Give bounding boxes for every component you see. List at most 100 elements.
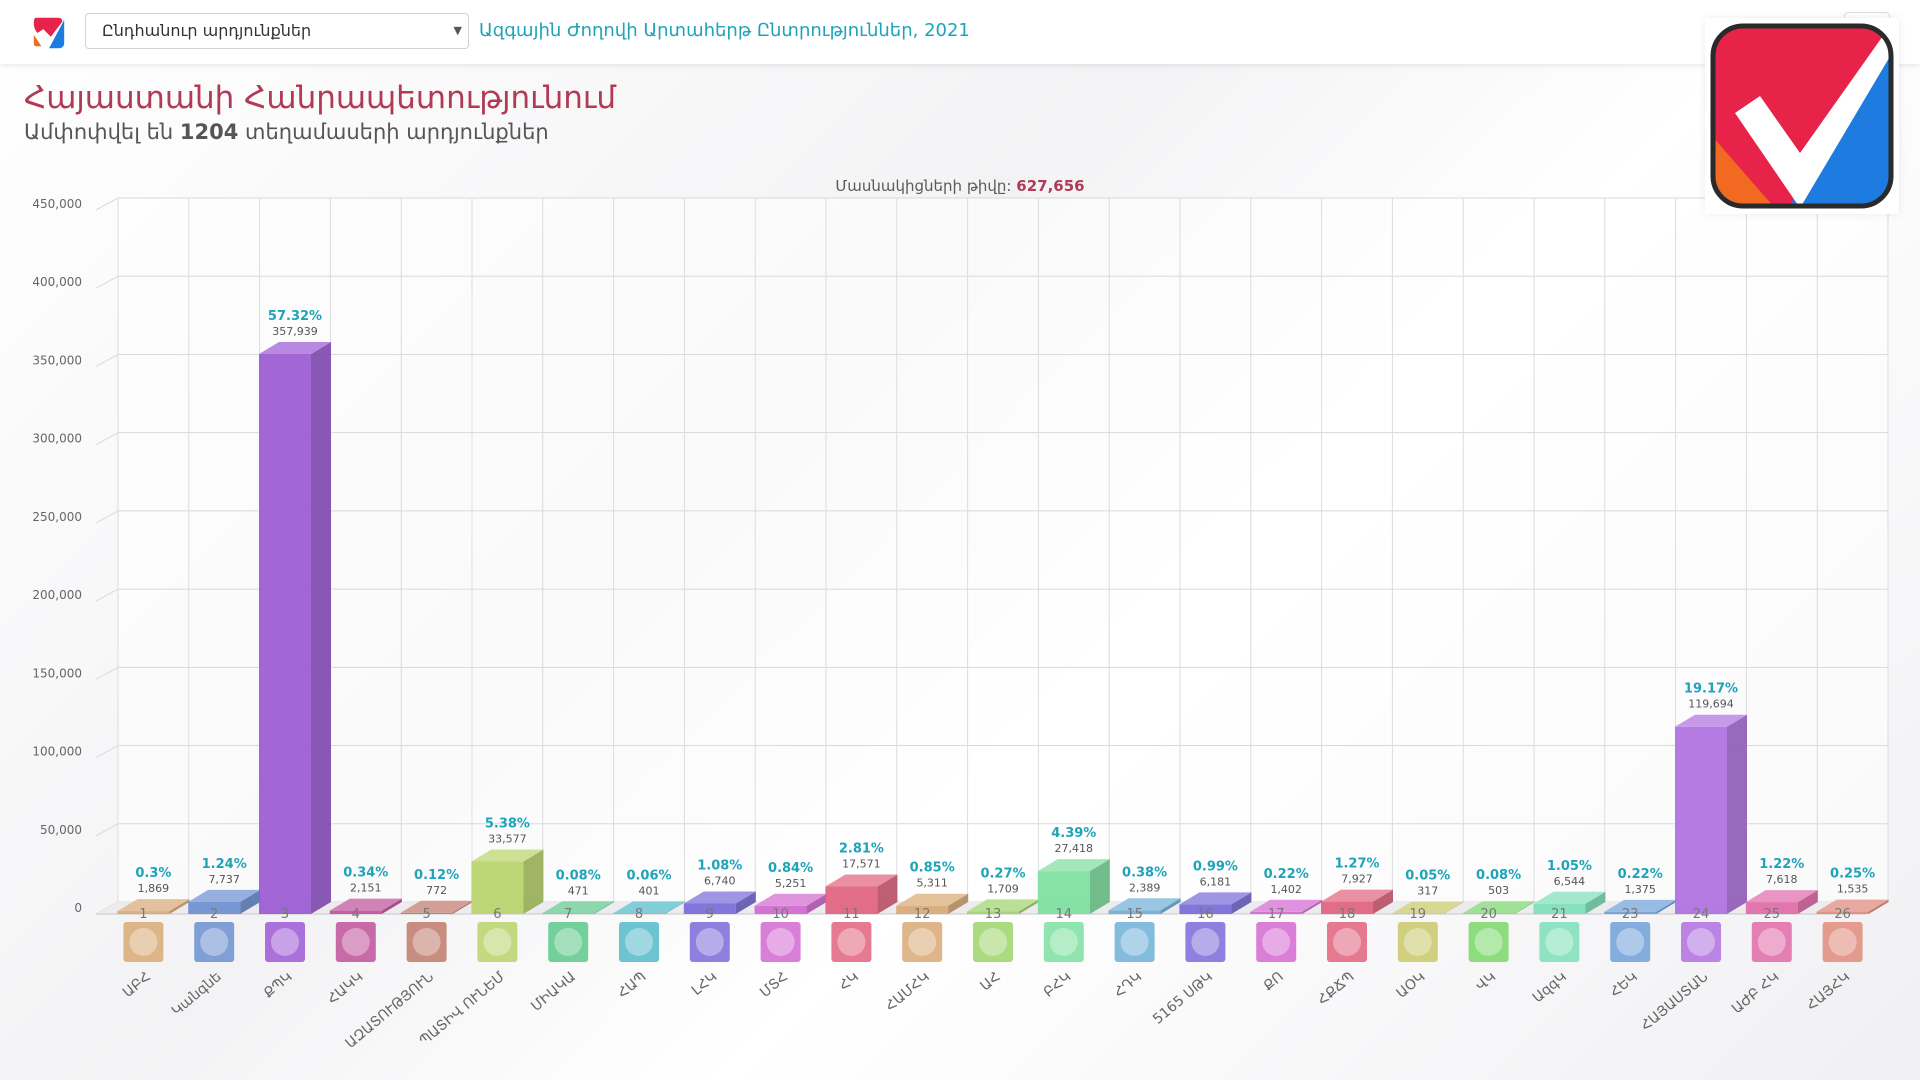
round-ornament-logo-icon[interactable] (831, 922, 872, 962)
bar[interactable] (967, 911, 1019, 914)
bar-group-20[interactable]: 0.08%503 20 ՎԿ (1462, 868, 1535, 994)
bar[interactable] (117, 911, 170, 914)
bar[interactable] (1675, 726, 1727, 914)
bar-value-label: 471 (568, 884, 589, 897)
bar-value-label: 2,151 (350, 882, 382, 895)
green-check-logo-icon[interactable] (1256, 922, 1297, 962)
red-figure-logo-icon[interactable] (1751, 922, 1792, 962)
party-number-label: 18 (1339, 907, 1356, 922)
5165-logo-icon[interactable] (1185, 922, 1226, 962)
text-banner-logo-icon[interactable] (1327, 922, 1367, 962)
bar[interactable] (1108, 910, 1161, 914)
bar-group-23[interactable]: 0.22%1,375 23 ՀԵԿ (1604, 867, 1677, 1001)
bar-group-9[interactable]: 1.08%6,740 9 ԼՀԿ (683, 858, 756, 999)
party-name-label: Կանգնե (169, 969, 225, 1020)
bar-percent-label: 1.08% (697, 858, 742, 873)
bar-group-14[interactable]: 4.39%27,418 14 ԲՀԿ (1037, 826, 1110, 1001)
hayastan-logo-icon[interactable] (1681, 922, 1721, 962)
subtitle-prefix: Ամփոփվել են (24, 120, 174, 144)
bar-group-11[interactable]: 2.81%17,571 11 ՀԿ (825, 842, 898, 995)
app-logo-icon[interactable] (30, 14, 68, 52)
bar-percent-label: 57.32% (268, 309, 322, 324)
bar-percent-label: 1.24% (202, 857, 247, 872)
party-name-label: ՀՔՃՊ (1315, 969, 1358, 1009)
navy-square-logo-icon[interactable] (265, 922, 305, 962)
y-tick-label: 100,000 (32, 745, 82, 759)
party-name-label: ՀԱՅԱՍՏԱՆ (1638, 969, 1712, 1034)
party-name-label: ՀԱԿԿ (324, 969, 366, 1008)
bar-side (523, 849, 544, 914)
bar[interactable] (329, 910, 382, 914)
bar-group-15[interactable]: 0.38%2,389 15 ՀԴԿ (1108, 865, 1181, 1001)
bar-top (1604, 899, 1677, 912)
party-number-label: 3 (281, 907, 289, 922)
y-tick-label: 0 (74, 901, 82, 915)
bar[interactable] (1745, 902, 1798, 914)
bar-group-17[interactable]: 0.22%1,402 17 ՔՈ (1250, 867, 1323, 995)
bar-group-3[interactable]: 57.32%357,939 3 ՔՊԿ (259, 309, 331, 1002)
purple-square-logo-icon[interactable] (689, 922, 730, 962)
page-title: Հայաստանի Հանրապետությունում (24, 80, 617, 116)
bar-top (754, 893, 827, 906)
bar-group-8[interactable]: 0.06%401 8 ՀԱՊ (613, 868, 685, 1002)
bar[interactable] (896, 905, 949, 914)
election-title-link[interactable]: Ազգային Ժողովի Արտահերթ Ընտրություններ, … (479, 20, 970, 41)
bar[interactable] (471, 861, 524, 914)
bar-percent-label: 0.99% (1193, 859, 1238, 874)
golden-eagle-logo-icon[interactable] (1822, 922, 1863, 962)
stripes-logo-icon[interactable] (406, 922, 447, 962)
bar-value-label: 1,375 (1624, 883, 1656, 896)
bar[interactable] (188, 901, 241, 914)
spiral-logo-icon[interactable] (194, 922, 235, 962)
bar-side (1868, 899, 1889, 914)
bar[interactable] (1604, 911, 1657, 914)
bar[interactable] (825, 886, 878, 914)
bar-group-4[interactable]: 0.34%2,151 4 ՀԱԿԿ (324, 866, 402, 1008)
bar-group-19[interactable]: 0.05%317 19 ԱՕԿ (1391, 869, 1464, 1002)
bar[interactable] (754, 905, 807, 914)
bar-top (1533, 891, 1606, 904)
bar-group-13[interactable]: 0.27%1,709 13 ԱՀ (967, 866, 1039, 994)
y-tick-label: 450,000 (32, 197, 82, 211)
gridline-perspective (95, 745, 119, 758)
rooster-logo-icon[interactable] (1114, 922, 1155, 962)
arc-logo-icon[interactable] (1043, 922, 1084, 962)
results-type-select[interactable]: Ընդհանուր արդյունքներ ▼ (85, 13, 469, 49)
orange-square-logo-icon[interactable] (123, 922, 164, 962)
banner-logo-icon[interactable] (973, 922, 1013, 962)
bar[interactable] (1179, 904, 1232, 914)
bar-top (471, 849, 544, 862)
bar-value-label: 401 (639, 884, 660, 897)
party-name-label: ՔՈ (1261, 969, 1287, 995)
bar[interactable] (1816, 911, 1869, 914)
bar[interactable] (400, 912, 453, 914)
phoenix-logo-icon[interactable] (1539, 922, 1580, 962)
bar-side (1514, 901, 1535, 914)
star-logo-icon[interactable] (477, 922, 518, 962)
mountain-logo-icon[interactable] (760, 922, 801, 962)
bar-group-10[interactable]: 0.84%5,251 10 ՄՏՀ (754, 861, 827, 1001)
bar-value-label: 2,389 (1129, 881, 1161, 894)
bar[interactable] (1037, 871, 1090, 914)
bar-percent-label: 0.08% (1476, 868, 1521, 883)
bar[interactable] (1321, 901, 1373, 914)
party-number-label: 16 (1197, 907, 1214, 922)
dark-shield-logo-icon[interactable] (1397, 922, 1438, 962)
sun-emblem-logo-icon[interactable] (902, 922, 943, 962)
bar[interactable] (542, 913, 595, 914)
wings-logo-icon[interactable] (335, 922, 376, 962)
bar-side (1019, 899, 1039, 914)
bar[interactable] (613, 913, 665, 914)
bar[interactable] (1533, 903, 1586, 914)
bar[interactable] (683, 903, 736, 914)
bar[interactable] (1462, 913, 1515, 914)
bar-value-label: 772 (426, 884, 447, 897)
bar[interactable] (259, 354, 311, 915)
flag-logo-icon[interactable] (1610, 922, 1651, 962)
text-logo-icon[interactable] (548, 922, 589, 962)
bar[interactable] (1250, 911, 1303, 914)
party-name-label: ՀԿ (836, 969, 862, 994)
blue-badge-logo-icon[interactable] (619, 922, 659, 962)
ararat-logo-icon[interactable] (1468, 922, 1509, 962)
bar-side (877, 874, 898, 914)
